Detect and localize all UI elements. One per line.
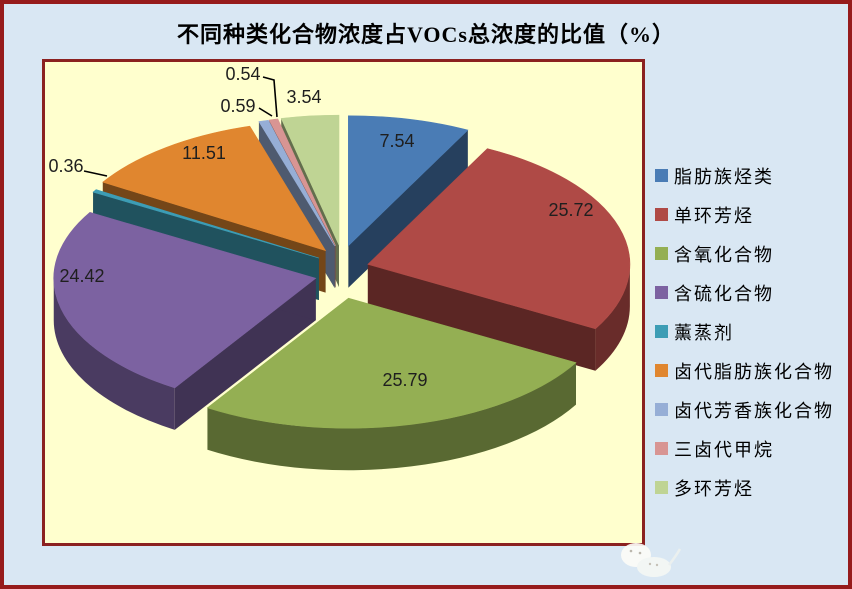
legend-swatch-icon: [655, 325, 668, 338]
legend: 脂肪族烃类单环芳烃含氧化合物含硫化合物薰蒸剂卤代脂肪族化合物 卤代芳香族化合物 三卤…: [655, 156, 848, 507]
legend-swatch-icon: [655, 442, 668, 455]
legend-label: 卤代脂肪族化合物: [674, 361, 834, 382]
legend-swatch-icon: [655, 403, 668, 416]
legend-swatch-icon: [655, 169, 668, 182]
legend-swatch-icon: [655, 364, 668, 377]
legend-label: 脂肪族烃类: [674, 166, 774, 187]
legend-item-1[interactable]: 单环芳烃: [655, 195, 848, 234]
slice-value-label-7: 0.54: [225, 64, 260, 84]
legend-item-5[interactable]: 卤代脂肪族化合物: [655, 351, 848, 390]
pie-slice-1[interactable]: [367, 148, 631, 371]
legend-swatch-icon: [655, 286, 668, 299]
legend-label: 卤代芳香族化合物: [674, 400, 834, 421]
legend-label: 含硫化合物: [674, 283, 774, 304]
slice-value-label-6: 0.59: [220, 96, 255, 116]
pie-chart: 7.54 25.72 25.79 24.42 0.36 11.51 0.59 0.54 3.54: [48, 64, 631, 471]
legend-item-8[interactable]: 多环芳烃: [655, 468, 848, 507]
pie-slice-2[interactable]: [206, 297, 577, 471]
legend-label: 三卤代甲烷: [674, 439, 774, 460]
slice-value-label-1: 25.72: [548, 200, 593, 220]
legend-item-6[interactable]: 卤代芳香族化合物: [655, 390, 848, 429]
legend-item-0[interactable]: 脂肪族烃类: [655, 156, 848, 195]
legend-item-3[interactable]: 含硫化合物: [655, 273, 848, 312]
legend-item-2[interactable]: 含氧化合物: [655, 234, 848, 273]
legend-item-4[interactable]: 薰蒸剂: [655, 312, 848, 351]
legend-label: 单环芳烃: [674, 205, 754, 226]
plot-area: 7.54 25.72 25.79 24.42 0.36 11.51 0.59 0.54 3.54: [42, 59, 645, 546]
slice-value-label-3: 24.42: [59, 266, 104, 286]
chart-title: 不同种类化合物浓度占VOCs总浓度的比值（%）: [176, 22, 675, 47]
legend-swatch-icon: [655, 247, 668, 260]
legend-swatch-icon: [655, 481, 668, 494]
slice-value-label-0: 7.54: [379, 131, 414, 151]
slice-value-label-4: 0.36: [48, 156, 83, 176]
leader-line-4: [83, 170, 108, 177]
watermark-logo: [621, 543, 682, 577]
pie-slice-3[interactable]: [53, 212, 317, 430]
slice-value-label-2: 25.79: [382, 370, 427, 390]
legend-label: 含氧化合物: [674, 244, 774, 265]
slice-value-label-8: 3.54: [286, 87, 321, 107]
leader-line-6: [258, 107, 273, 117]
leader-line-7: [262, 76, 278, 118]
legend-label: 薰蒸剂: [674, 322, 734, 343]
pie-slice-0[interactable]: [348, 115, 469, 288]
legend-item-7[interactable]: 三卤代甲烷: [655, 429, 848, 468]
legend-swatch-icon: [655, 208, 668, 221]
slice-value-label-5: 11.51: [182, 143, 226, 163]
legend-label: 多环芳烃: [674, 478, 754, 499]
